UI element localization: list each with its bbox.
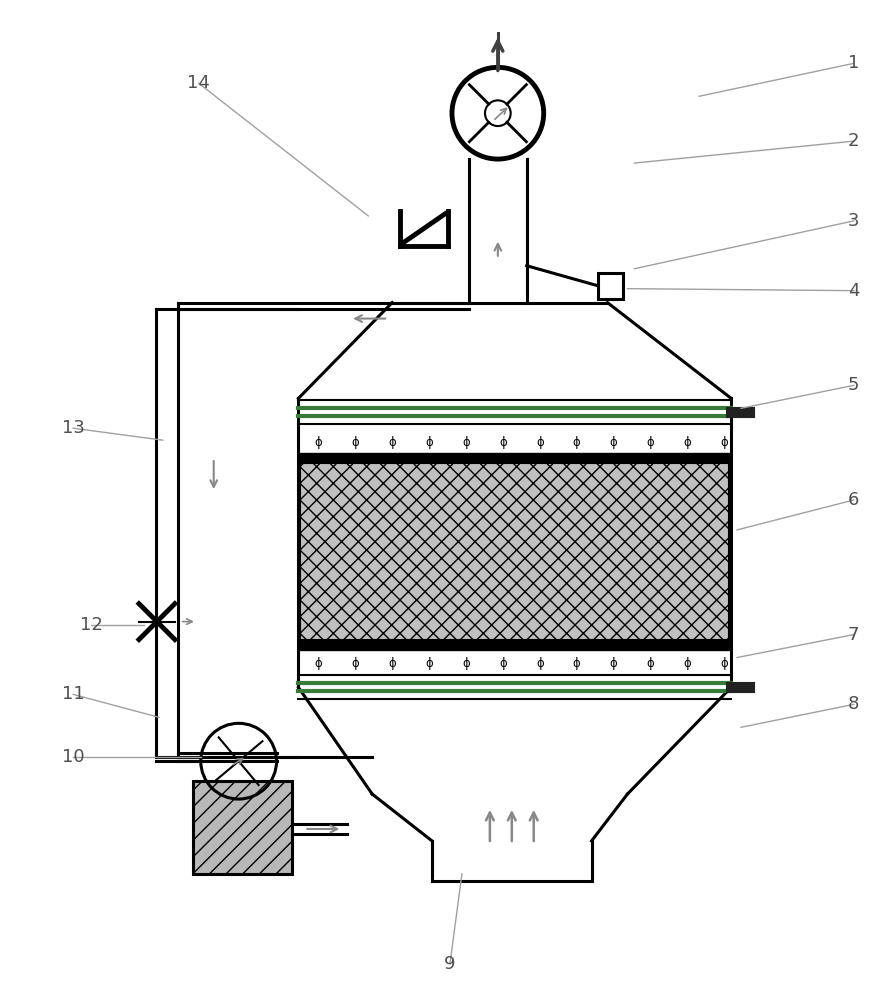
Text: 12: 12	[79, 616, 103, 634]
Text: ϕ: ϕ	[425, 657, 433, 670]
Text: ϕ: ϕ	[315, 436, 322, 449]
Text: ϕ: ϕ	[721, 657, 728, 670]
Text: ϕ: ϕ	[351, 657, 359, 670]
Text: 2: 2	[848, 132, 860, 150]
Text: ϕ: ϕ	[647, 657, 654, 670]
Text: 7: 7	[848, 626, 860, 644]
Text: ϕ: ϕ	[573, 657, 581, 670]
Bar	[301, 463, 729, 640]
Text: ϕ: ϕ	[462, 657, 470, 670]
Text: 5: 5	[848, 376, 860, 394]
Text: ϕ: ϕ	[462, 436, 470, 449]
Text: ϕ: ϕ	[425, 436, 433, 449]
Text: 10: 10	[62, 748, 85, 766]
Text: 11: 11	[62, 685, 85, 703]
Text: ϕ: ϕ	[609, 657, 617, 670]
Text: ϕ: ϕ	[647, 436, 654, 449]
Text: ϕ: ϕ	[315, 657, 322, 670]
Text: ϕ: ϕ	[388, 436, 396, 449]
Text: 3: 3	[848, 212, 860, 230]
Text: ϕ: ϕ	[536, 436, 543, 449]
Text: ϕ: ϕ	[683, 657, 691, 670]
Bar	[598, 273, 624, 299]
Text: ϕ: ϕ	[609, 436, 617, 449]
Text: 4: 4	[848, 282, 860, 300]
Text: 9: 9	[444, 955, 456, 973]
Text: ϕ: ϕ	[499, 436, 507, 449]
Bar	[193, 781, 293, 874]
Text: 6: 6	[848, 491, 859, 509]
Text: ϕ: ϕ	[721, 436, 728, 449]
Text: ϕ: ϕ	[351, 436, 359, 449]
Text: ϕ: ϕ	[536, 657, 543, 670]
Text: ϕ: ϕ	[573, 436, 581, 449]
Text: ϕ: ϕ	[683, 436, 691, 449]
Text: ϕ: ϕ	[499, 657, 507, 670]
Text: 13: 13	[62, 419, 85, 437]
Text: ϕ: ϕ	[388, 657, 396, 670]
Text: 8: 8	[848, 695, 859, 713]
Text: 1: 1	[848, 54, 859, 72]
Text: 14: 14	[187, 74, 211, 92]
